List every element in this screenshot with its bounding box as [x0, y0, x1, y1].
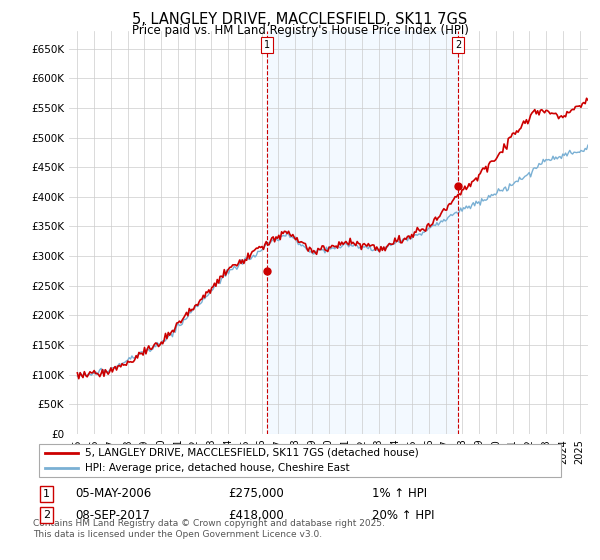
Text: Price paid vs. HM Land Registry's House Price Index (HPI): Price paid vs. HM Land Registry's House … — [131, 24, 469, 36]
Text: 5, LANGLEY DRIVE, MACCLESFIELD, SK11 7GS (detached house): 5, LANGLEY DRIVE, MACCLESFIELD, SK11 7GS… — [85, 447, 419, 458]
Text: Contains HM Land Registry data © Crown copyright and database right 2025.
This d: Contains HM Land Registry data © Crown c… — [33, 519, 385, 539]
Text: 05-MAY-2006: 05-MAY-2006 — [75, 487, 151, 501]
Text: 2: 2 — [455, 40, 461, 50]
Text: 1: 1 — [265, 40, 271, 50]
Bar — [268, 31, 458, 434]
Text: 1: 1 — [43, 489, 50, 499]
Text: 2: 2 — [43, 510, 50, 520]
Text: 5, LANGLEY DRIVE, MACCLESFIELD, SK11 7GS: 5, LANGLEY DRIVE, MACCLESFIELD, SK11 7GS — [133, 12, 467, 27]
Text: 1% ↑ HPI: 1% ↑ HPI — [372, 487, 427, 501]
Text: 20% ↑ HPI: 20% ↑ HPI — [372, 508, 434, 522]
Text: £418,000: £418,000 — [228, 508, 284, 522]
Text: HPI: Average price, detached house, Cheshire East: HPI: Average price, detached house, Ches… — [85, 463, 350, 473]
Text: £275,000: £275,000 — [228, 487, 284, 501]
Text: 08-SEP-2017: 08-SEP-2017 — [75, 508, 150, 522]
